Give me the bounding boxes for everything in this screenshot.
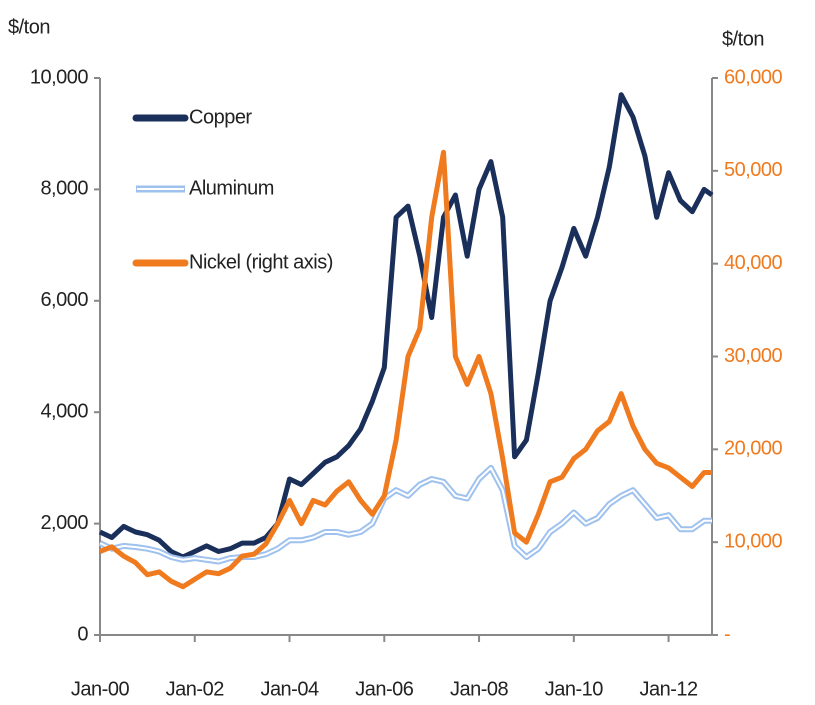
y2-tick-label: 20,000 [724, 438, 783, 460]
x-tick-label: Jan-00 [71, 678, 130, 700]
legend-label: Aluminum [189, 177, 274, 199]
series-line [99, 149, 712, 590]
x-tick-label: Jan-02 [166, 678, 225, 700]
x-tick-label: Jan-04 [260, 678, 319, 700]
series-line [98, 464, 712, 565]
y-tick-label: 4,000 [40, 400, 88, 422]
x-tick-label: Jan-08 [450, 678, 509, 700]
y2-tick-label: 40,000 [724, 252, 783, 274]
x-tick-label: Jan-10 [545, 678, 604, 700]
y-tick-label: 2,000 [40, 512, 88, 534]
y2-tick-label: - [724, 623, 730, 645]
y2-axis-label: $/ton [722, 28, 764, 50]
y-axis-label: $/ton [8, 16, 50, 38]
legend-label: Copper [189, 106, 252, 128]
y2-tick-label: 50,000 [724, 159, 783, 181]
x-tick-label: Jan-12 [639, 678, 698, 700]
y-tick-label: 8,000 [40, 178, 88, 200]
series-line-inner [99, 466, 712, 563]
x-tick-label: Jan-06 [355, 678, 414, 700]
legend-label: Nickel (right axis) [189, 251, 333, 273]
y-tick-label: 0 [77, 623, 88, 645]
y2-tick-label: 30,000 [724, 345, 783, 367]
y-tick-label: 6,000 [40, 289, 88, 311]
series-line [98, 92, 714, 560]
y2-tick-label: 10,000 [724, 530, 783, 552]
y2-tick-label: 60,000 [724, 66, 783, 88]
y-tick-label: 10,000 [30, 66, 89, 88]
